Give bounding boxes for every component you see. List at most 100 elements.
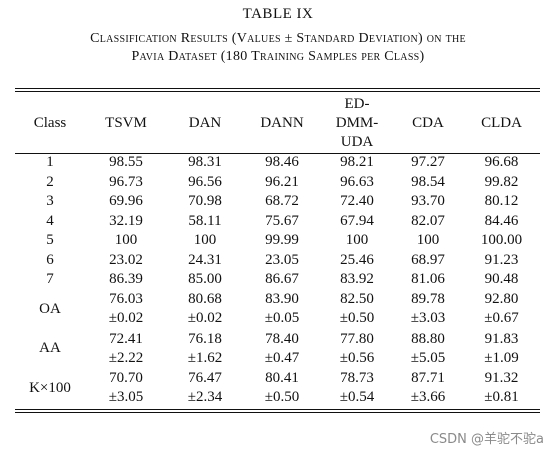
table-cell: 81.06 [411, 271, 445, 288]
table-cell: 87.71 ±3.66 [393, 369, 463, 409]
cell-std: ±0.02 [187, 310, 223, 327]
cell-std: ±0.56 [339, 349, 375, 366]
table-cell: 89.78 ±3.03 [393, 290, 463, 330]
table-row: 3 69.96 70.98 68.72 72.40 93.70 80.12 [15, 192, 540, 212]
table-cell: 91.83 ±1.09 [463, 329, 540, 369]
cell-mean: 77.80 [340, 330, 374, 347]
table-cell: 98.31 [188, 154, 222, 171]
table-row: OA 76.03 ±0.02 80.68 ±0.02 83.90 ±0.05 82.50 ±0.… [15, 290, 540, 330]
table-cell: 76.03 ±0.02 [85, 290, 167, 330]
bottom-rule [15, 409, 540, 411]
table-cell: 100.00 [480, 232, 523, 249]
cell-std: ±0.47 [264, 349, 300, 366]
cell-mean: 70.70 [109, 370, 143, 387]
table-cell: 83.92 [340, 271, 374, 288]
cell-mean: 88.80 [411, 330, 445, 347]
cell-mean: 72.41 [109, 330, 143, 347]
cell-std: ±0.67 [484, 310, 519, 327]
cell-std: ±0.54 [339, 389, 375, 406]
table-cell: 82.50 ±0.50 [321, 290, 393, 330]
table-cell: 96.21 [265, 173, 299, 190]
column-header-method: DAN [188, 114, 222, 131]
cell-std: ±2.22 [108, 349, 144, 366]
table-cell: 85.00 [188, 271, 222, 288]
cell-mean: 87.71 [411, 370, 445, 387]
cell-std: ±1.09 [484, 349, 519, 366]
cell-std: ±0.50 [339, 310, 375, 327]
table-cell: 96.63 [340, 173, 374, 190]
table-cell: 32.19 [109, 212, 143, 229]
table-cell: 23.05 [265, 251, 299, 268]
bottom-rule-second [15, 412, 540, 414]
cell-mean: 78.73 [340, 370, 374, 387]
table-cell: 86.39 [109, 271, 143, 288]
column-header-method: ED- DMM- UDA [335, 95, 379, 150]
cell-mean: 83.90 [265, 291, 299, 308]
table-cell: 72.41 ±2.22 [85, 329, 167, 369]
cell-mean: 91.83 [484, 330, 519, 347]
table-cell: 92.80 ±0.67 [463, 290, 540, 330]
caption-line-2: Pavia Dataset (180 Training Samples per … [131, 49, 425, 64]
cell-std: ±1.62 [187, 349, 223, 366]
column-header-method: TSVM [105, 114, 147, 131]
table-cell: 98.54 [411, 173, 445, 190]
table-cell: 100 [345, 232, 369, 249]
table-cell: 76.18 ±1.62 [167, 329, 243, 369]
watermark: CSDN @羊驼不驼a [429, 432, 544, 447]
column-header-class: Class [33, 114, 67, 131]
table-cell: 80.41 ±0.50 [243, 369, 321, 409]
table-cell: 96.68 [484, 154, 519, 171]
table-cell: 76.47 ±2.34 [167, 369, 243, 409]
table-cell: 70.70 ±3.05 [85, 369, 167, 409]
table-cell: 98.46 [265, 154, 299, 171]
table-cell: 58.11 [188, 212, 222, 229]
table-row: AA 72.41 ±2.22 76.18 ±1.62 78.40 ±0.47 77.80 ±0.… [15, 329, 540, 369]
cell-mean: 89.78 [411, 291, 445, 308]
header-row: Class TSVM DAN DANN ED- DMM- UDA CDA CLDA [15, 93, 540, 153]
table-body: 1 98.55 98.31 98.46 98.21 97.27 96.68 2 96.73 96.… [15, 153, 540, 408]
table-cell: 25.46 [340, 251, 374, 268]
table-row: 2 96.73 96.56 96.21 96.63 98.54 99.82 [15, 173, 540, 193]
cell-mean: 82.50 [340, 291, 374, 308]
row-label: 6 [46, 251, 54, 268]
cell-mean: 91.32 [484, 370, 519, 387]
table-cell: 80.12 [484, 193, 519, 210]
table-cell: 69.96 [109, 193, 143, 210]
table-cell: 68.97 [411, 251, 445, 268]
row-label: AA [39, 340, 61, 357]
table-cell: 88.80 ±5.05 [393, 329, 463, 369]
row-label: K×100 [29, 379, 71, 396]
cell-mean: 76.47 [188, 370, 222, 387]
row-label: 1 [46, 154, 54, 171]
table-cell: 82.07 [411, 212, 445, 229]
table-cell: 83.90 ±0.05 [243, 290, 321, 330]
table-row: 7 86.39 85.00 86.67 83.92 81.06 90.48 [15, 270, 540, 290]
table-cell: 99.82 [484, 173, 519, 190]
table-cell: 24.31 [188, 251, 222, 268]
cell-mean: 80.68 [188, 291, 222, 308]
column-header-method: CDA [412, 114, 444, 131]
table-caption: Classification Results (Values ± Standar… [0, 30, 556, 66]
table-number: TABLE IX [242, 6, 314, 22]
cell-mean: 80.41 [265, 370, 299, 387]
table-cell: 96.73 [109, 173, 143, 190]
table-cell: 90.48 [484, 271, 519, 288]
row-label: 4 [46, 212, 54, 229]
top-rule [15, 88, 540, 90]
cell-std: ±3.05 [108, 389, 144, 406]
cell-std: ±5.05 [410, 349, 446, 366]
table-cell: 84.46 [484, 212, 519, 229]
table-cell: 100 [193, 232, 217, 249]
table-cell: 100 [114, 232, 138, 249]
table-row: 4 32.19 58.11 75.67 67.94 82.07 84.46 [15, 212, 540, 232]
cell-std: ±2.34 [187, 389, 223, 406]
table-cell: 23.02 [109, 251, 143, 268]
cell-mean: 76.18 [188, 330, 222, 347]
cell-std: ±3.03 [410, 310, 446, 327]
table-cell: 78.73 ±0.54 [321, 369, 393, 409]
table-cell: 93.70 [411, 193, 445, 210]
table-cell: 68.72 [265, 193, 299, 210]
cell-std: ±0.05 [264, 310, 300, 327]
table-cell: 78.40 ±0.47 [243, 329, 321, 369]
row-label: 2 [46, 173, 54, 190]
